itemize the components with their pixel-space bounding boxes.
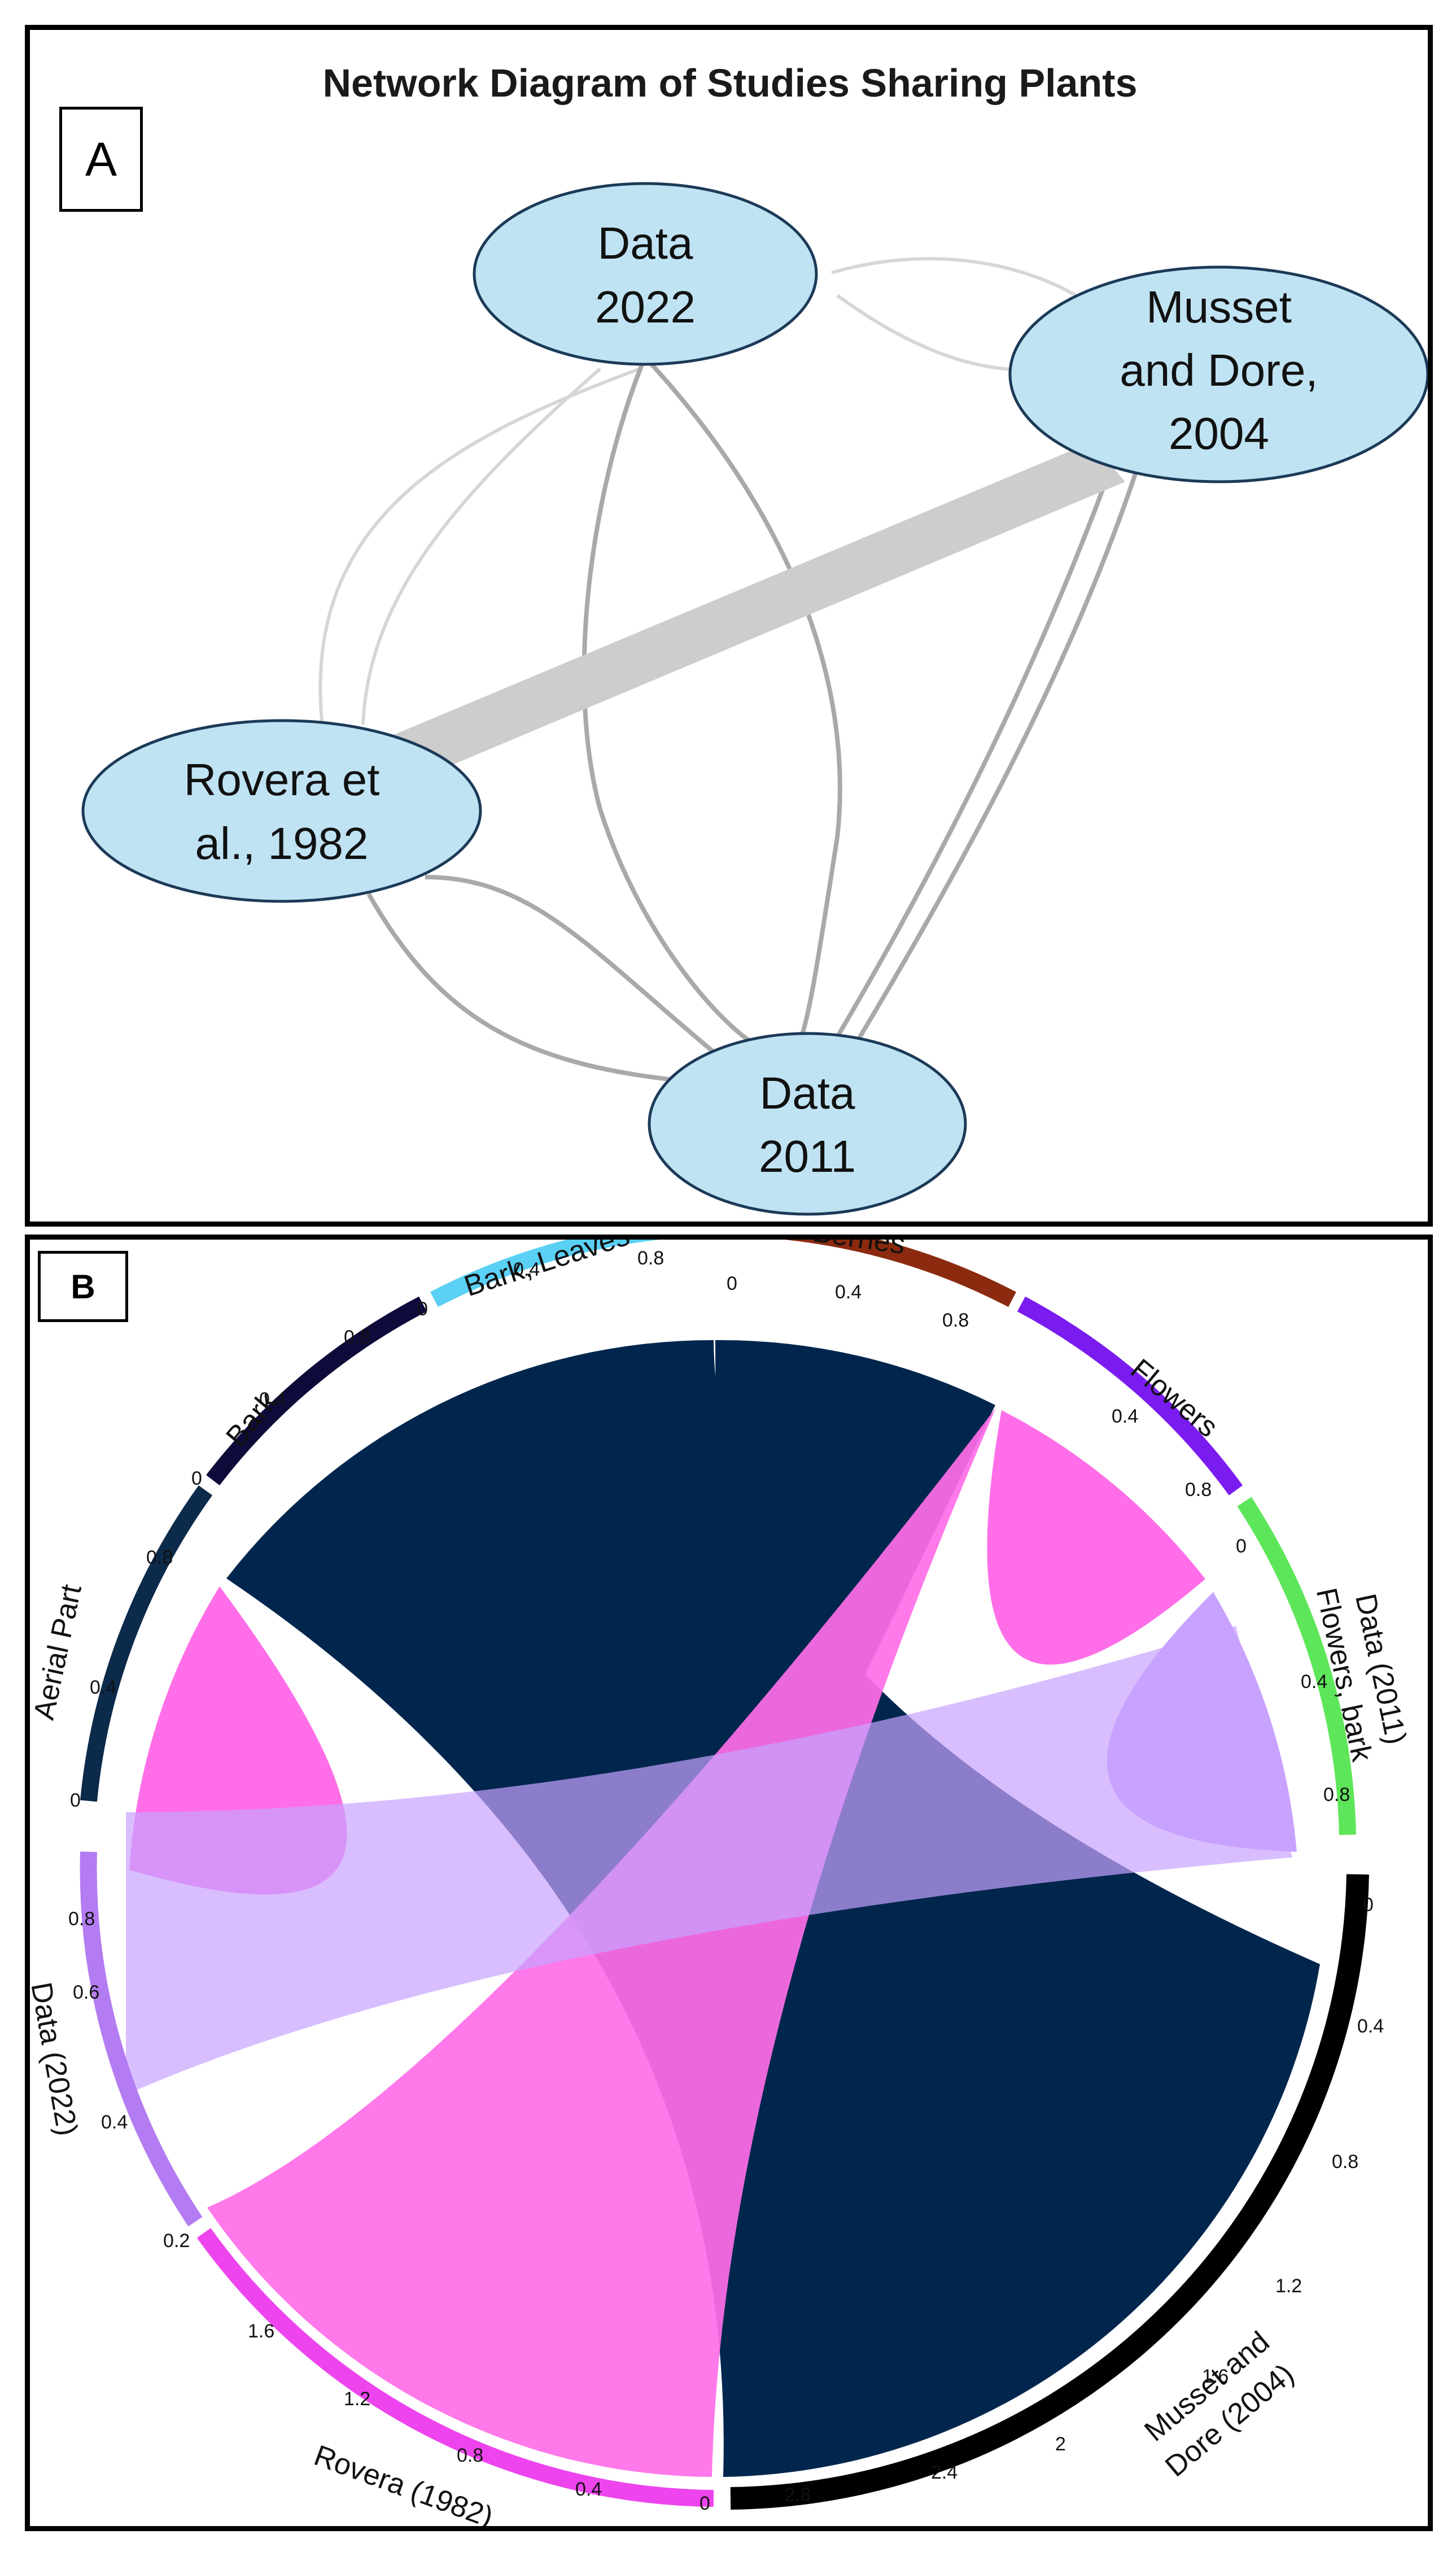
edge-d2022-d2011 xyxy=(581,362,759,1049)
tick-labels: 0 0.4 0.8 0.4 0.8 0 0.4 0.8 0 0.4 0.8 1.… xyxy=(68,1248,1384,2514)
tick-bark-0: 0 xyxy=(191,1468,202,1489)
tick-rovera-12: 1.2 xyxy=(344,2388,370,2410)
sector-arc-berries xyxy=(784,1240,1016,1307)
tick-barkleaves-0: 0 xyxy=(417,1298,428,1320)
node-data-2022-line1: Data xyxy=(598,218,693,268)
sector-arc-bark-leaves xyxy=(430,1240,661,1307)
sector-label-flowers: Flowers xyxy=(1125,1353,1225,1443)
sector-label-berries: Berries xyxy=(811,1240,907,1260)
tick-aerial-0: 0 xyxy=(70,1790,81,1811)
sector-arc-aerial xyxy=(80,1485,213,1802)
tick-rovera-08: 0.8 xyxy=(457,2445,483,2466)
tick-musset-0: 0 xyxy=(1363,1894,1374,1916)
sector-arc-bark xyxy=(206,1296,427,1486)
node-data-2022[interactable]: Data 2022 xyxy=(473,182,818,366)
sector-label-aerial: Aerial Part xyxy=(30,1581,88,1722)
edge-musset-d2011 xyxy=(829,458,1116,1048)
panel-a-letter: A xyxy=(85,132,117,186)
node-data-2011-line1: Data xyxy=(760,1068,855,1118)
edge-rovera-musset xyxy=(391,442,1125,781)
edge-d2022-rovera xyxy=(318,367,641,736)
outer-ring xyxy=(80,1240,1369,2510)
tick-data2022-02: 0.2 xyxy=(163,2230,190,2252)
node-rovera-1982[interactable]: Rovera et al., 1982 xyxy=(81,719,482,903)
tick-musset-24: 2.4 xyxy=(931,2462,957,2483)
node-data-2011-line2: 2011 xyxy=(759,1131,856,1181)
chord-ribbons xyxy=(126,1340,1320,2477)
network-panel: A Network Diagram of Studies Sharing Pla… xyxy=(25,25,1433,1227)
tick-musset-28: 2.8 xyxy=(784,2484,811,2506)
tick-rovera-0: 0 xyxy=(699,2493,710,2514)
tick-aerial-04: 0.4 xyxy=(90,1677,116,1698)
node-musset-line1: Musset xyxy=(1146,282,1292,332)
tick-bark-08: 0.8 xyxy=(344,1327,370,1348)
chord-diagram: Berries Flowers Data (2011) Flowers, bar… xyxy=(30,1240,1413,2526)
sector-label-data2022: Data (2022) xyxy=(30,1980,84,2139)
chord-rovera-flowers xyxy=(987,1410,1205,1665)
sector-arc-flowers xyxy=(1017,1296,1243,1495)
tick-musset-04: 0.4 xyxy=(1357,2016,1384,2037)
node-data-2011[interactable]: Data 2011 xyxy=(648,1032,967,1216)
sector-arc-rovera xyxy=(196,2228,714,2507)
tick-musset-12: 1.2 xyxy=(1275,2275,1302,2297)
tick-bark-04: 0.4 xyxy=(259,1389,286,1410)
sector-arc-musset xyxy=(730,1874,1369,2510)
panel-a-label: A xyxy=(59,107,143,212)
tick-flowers-04: 0.4 xyxy=(1112,1406,1138,1427)
edge-rovera-d2011 xyxy=(425,875,743,1077)
tick-barkleaves-08: 0.8 xyxy=(637,1248,664,1269)
tick-berries-08: 0.8 xyxy=(942,1310,969,1331)
tick-flowers-08: 0.8 xyxy=(1185,1479,1212,1501)
tick-berries-04: 0.4 xyxy=(835,1281,862,1303)
edge-d2022-rovera-2 xyxy=(361,367,601,725)
edge-musset-d2011-2 xyxy=(852,469,1139,1048)
sector-arc-data2011 xyxy=(1237,1497,1356,1835)
tick-data2011-08: 0.8 xyxy=(1323,1784,1350,1805)
node-musset-dore-2004[interactable]: Musset and Dore, 2004 xyxy=(1008,265,1428,483)
node-musset-line3: 2004 xyxy=(1169,408,1269,459)
edge-rovera-d2011-2 xyxy=(366,893,680,1083)
tick-aerial-08: 0.8 xyxy=(146,1547,173,1568)
tick-berries-0: 0 xyxy=(727,1273,737,1294)
chord-panel: B Berries xyxy=(25,1235,1433,2531)
node-data-2022-line2: 2022 xyxy=(595,282,696,332)
tick-data2022-08: 0.8 xyxy=(68,1908,95,1930)
network-title: Network Diagram of Studies Sharing Plant… xyxy=(322,61,1137,105)
tick-rovera-04: 0.4 xyxy=(575,2479,602,2500)
node-rovera-line1: Rovera et xyxy=(184,754,380,805)
sector-arc-data2022 xyxy=(80,1851,203,2227)
tick-data2022-04: 0.4 xyxy=(101,2112,128,2133)
medium-edges xyxy=(366,356,1139,1083)
tick-musset-08: 0.8 xyxy=(1332,2151,1358,2173)
sector-label-bark-leaves: Bark, Leaves xyxy=(460,1240,633,1303)
tick-data2011-04: 0.4 xyxy=(1301,1671,1327,1693)
panel-b-label: B xyxy=(38,1251,128,1322)
node-rovera-line2: al., 1982 xyxy=(195,818,369,869)
panel-b-letter: B xyxy=(71,1267,95,1306)
chord-data2022-cross xyxy=(126,1626,1292,2095)
tick-musset-2: 2 xyxy=(1055,2433,1066,2455)
tick-flowers-end: 0 xyxy=(1236,1536,1247,1557)
tick-data2022-06: 0.6 xyxy=(73,1982,99,2003)
tick-rovera-16: 1.6 xyxy=(248,2321,274,2342)
tick-musset-16: 1.6 xyxy=(1202,2366,1228,2387)
network-diagram: Network Diagram of Studies Sharing Plant… xyxy=(81,61,1428,1216)
node-musset-line2: and Dore, xyxy=(1120,345,1318,395)
tick-barkleaves-04: 0.4 xyxy=(513,1259,540,1280)
edge-d2022-d2011-2 xyxy=(644,356,842,1048)
